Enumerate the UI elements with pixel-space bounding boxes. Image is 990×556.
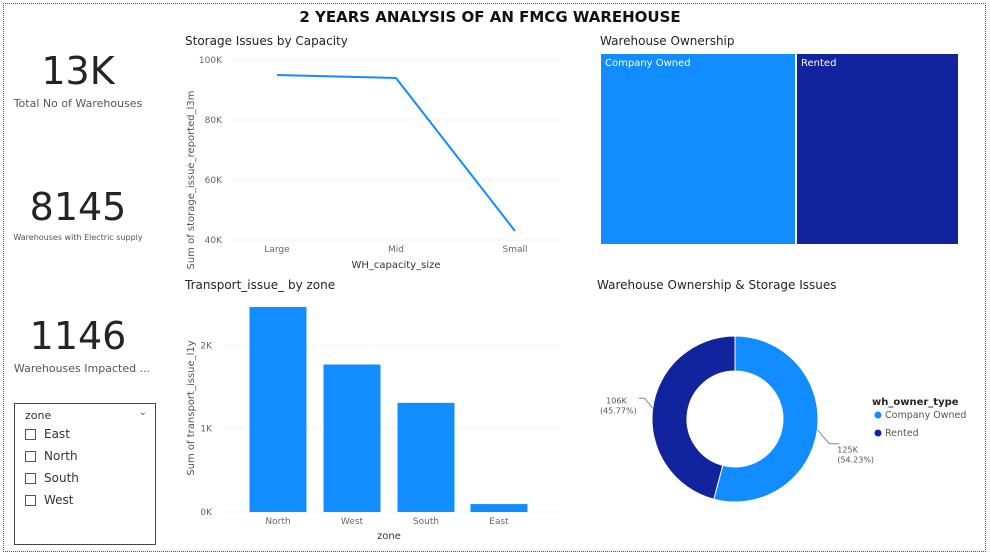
report-canvas xyxy=(3,3,986,552)
chevron-down-icon[interactable]: ⌄ xyxy=(138,407,147,418)
slicer-item-label: South xyxy=(44,471,79,485)
kpi-impacted-value: 1146 xyxy=(29,314,127,358)
kpi-electric-supply-label: Warehouses with Electric supply xyxy=(13,233,143,242)
y-axis-label: Sum of transport_issue_l1y xyxy=(186,340,197,475)
storage-chart-title: Storage Issues by Capacity xyxy=(185,34,348,48)
slicer-item-west[interactable]: West xyxy=(25,493,74,507)
legend-item-label: Company Owned xyxy=(885,410,966,421)
leader-line xyxy=(638,397,654,409)
slicer-item-north[interactable]: North xyxy=(25,449,78,463)
ownership-treemap-title: Warehouse Ownership xyxy=(600,34,735,48)
zone-slicer: zone ⌄ East North South West xyxy=(14,403,156,545)
y-tick-label: 2K xyxy=(200,341,213,351)
kpi-total-warehouses-label: Total No of Warehouses xyxy=(13,97,143,110)
data-label-value: 125K xyxy=(837,446,858,455)
legend-marker xyxy=(874,429,882,437)
kpi-total-warehouses-value: 13K xyxy=(41,49,115,93)
checkbox-icon[interactable] xyxy=(25,428,36,440)
y-tick-label: 80K xyxy=(205,116,223,126)
checkbox-icon[interactable] xyxy=(25,494,36,506)
report-title: 2 YEARS ANALYSIS OF AN FMCG WAREHOUSE xyxy=(299,8,681,26)
kpi-impacted-label: Warehouses Impacted ... xyxy=(13,362,151,375)
leader-line xyxy=(816,429,840,445)
donut-slice-company-owned xyxy=(713,335,819,503)
slicer-item-label: East xyxy=(44,427,70,441)
slicer-item-east[interactable]: East xyxy=(25,427,70,441)
y-tick-label: 40K xyxy=(205,236,223,246)
ownership-donut-chart: 125K(54.23%) 106K(45.77%) wh_owner_type C… xyxy=(600,335,966,503)
checkbox-icon[interactable] xyxy=(25,450,36,462)
treemap-rented[interactable]: Rented xyxy=(796,53,959,245)
y-axis-label: Sum of storage_issue_reported_l3m xyxy=(186,90,197,269)
bar-south xyxy=(397,402,455,512)
transport-bar-chart: 0K 1K 2K North West South East Sum of transpo… xyxy=(186,307,558,542)
bar-north xyxy=(249,307,307,512)
data-label-percent: (45.77%) xyxy=(600,406,637,415)
bar-west xyxy=(323,364,381,512)
treemap-label: Company Owned xyxy=(605,58,691,69)
slicer-item-label: North xyxy=(44,449,78,463)
slicer-title: zone xyxy=(25,409,52,422)
data-label-value: 106K xyxy=(606,396,627,405)
legend-title: wh_owner_type xyxy=(872,397,959,408)
donut-slice-rented xyxy=(651,335,736,500)
x-tick-label: West xyxy=(341,517,364,527)
x-tick-label: East xyxy=(489,517,509,527)
line-series xyxy=(276,74,516,232)
x-tick-label: Mid xyxy=(388,245,404,255)
treemap-label: Rented xyxy=(801,58,837,69)
x-tick-label: Small xyxy=(503,245,528,255)
x-tick-label: South xyxy=(413,517,439,527)
slicer-item-label: West xyxy=(44,493,74,507)
x-tick-label: Large xyxy=(264,245,290,255)
bar-east xyxy=(470,504,528,512)
y-tick-label: 100K xyxy=(199,56,223,66)
kpi-electric-supply-value: 8145 xyxy=(29,185,127,229)
checkbox-icon[interactable] xyxy=(25,472,36,484)
y-tick-label: 1K xyxy=(200,425,213,435)
donut-chart-title: Warehouse Ownership & Storage Issues xyxy=(597,278,837,292)
storage-line-chart: 40K 60K 80K 100K Large Mid Small Sum of stora… xyxy=(186,56,560,271)
slicer-item-south[interactable]: South xyxy=(25,471,79,485)
y-tick-label: 60K xyxy=(205,176,223,186)
y-tick-label: 0K xyxy=(200,508,213,518)
transport-chart-title: Transport_issue_ by zone xyxy=(185,278,336,292)
legend-item-label: Rented xyxy=(885,428,919,439)
x-axis-label: WH_capacity_size xyxy=(351,260,440,271)
treemap-company-owned[interactable]: Company Owned xyxy=(600,53,796,245)
x-axis-label: zone xyxy=(377,531,401,542)
data-label-percent: (54.23%) xyxy=(837,456,874,465)
x-tick-label: North xyxy=(265,517,290,527)
legend-marker xyxy=(874,411,882,419)
